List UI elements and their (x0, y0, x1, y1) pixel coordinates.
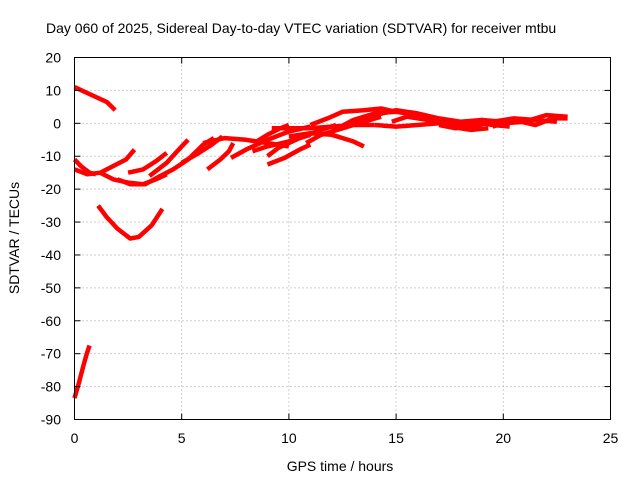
x-tick-label: 25 (603, 430, 619, 446)
y-tick-label: -20 (41, 181, 61, 197)
series-arc-06 (127, 151, 169, 175)
x-tick-labels: 0 5 10 15 20 25 (71, 430, 619, 446)
series-arc-07 (148, 138, 190, 178)
y-tick-label: -90 (41, 412, 61, 428)
y-tick-label: -40 (41, 247, 61, 263)
axis-ticks (74, 57, 611, 420)
y-tick-label: -60 (41, 313, 61, 329)
x-tick-label: 20 (496, 430, 512, 446)
series-arc-29 (72, 344, 92, 399)
y-tick-labels: 20 10 0 -10 -20 -30 -40 -50 -60 -70 -80 -90 (41, 50, 61, 428)
series-arc-23 (391, 114, 489, 133)
series-arc-28 (96, 204, 165, 241)
x-axis-label: GPS time / hours (287, 458, 394, 474)
series-arc-27 (438, 119, 510, 131)
x-tick-label: 0 (71, 430, 79, 446)
y-tick-label: 20 (45, 50, 61, 66)
y-tick-label: 10 (45, 82, 61, 98)
series-arc-15 (266, 142, 312, 167)
series-arc-26 (491, 116, 568, 129)
series-arc-09 (206, 142, 236, 172)
series-arc-19 (309, 106, 397, 128)
series-arc-03 (73, 148, 137, 177)
series-arc-16 (288, 130, 365, 149)
y-tick-label: -10 (41, 148, 61, 164)
x-tick-label: 10 (281, 430, 297, 446)
plot-frame (74, 57, 611, 420)
y-tick-label: -80 (41, 379, 61, 395)
y-tick-label: 0 (53, 115, 61, 131)
x-tick-label: 15 (388, 430, 404, 446)
y-tick-label: -70 (41, 346, 61, 362)
series-arc-01 (73, 85, 117, 112)
chart-title: Day 060 of 2025, Sidereal Day-to-day VTE… (46, 20, 556, 36)
y-tick-label: -50 (41, 280, 61, 296)
x-tick-label: 5 (178, 430, 186, 446)
data-series-group (72, 85, 568, 399)
series-arc-05 (116, 136, 216, 187)
y-axis-label: SDTVAR / TECUs (6, 182, 22, 294)
series-arc-18 (271, 122, 375, 131)
y-tick-label: -30 (41, 214, 61, 230)
